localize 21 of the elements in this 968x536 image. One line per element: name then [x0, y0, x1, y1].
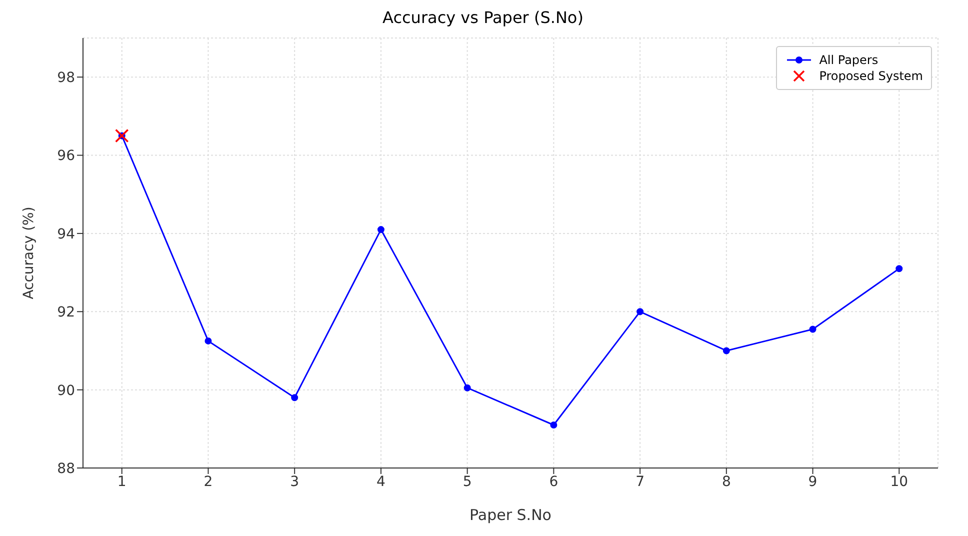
y-tick-label: 90 [57, 382, 75, 399]
legend-label: All Papers [819, 53, 878, 67]
x-tick-label: 3 [290, 474, 300, 490]
x-tick-label: 5 [462, 474, 472, 490]
x-tick-label: 7 [636, 474, 645, 490]
chart-title: Accuracy vs Paper (S.No) [382, 8, 584, 29]
y-tick-label: 88 [57, 460, 75, 477]
x-tick-label: 4 [376, 474, 386, 490]
x-tick-label: 8 [722, 474, 731, 490]
y-tick-label: 98 [57, 70, 75, 86]
x-tick-label: 9 [808, 474, 818, 490]
y-tick-label: 94 [57, 226, 76, 242]
y-axis-title: Accuracy (%) [20, 206, 37, 300]
x-tick-label: 10 [890, 474, 908, 490]
y-tick-label: 96 [57, 148, 76, 164]
legend-label: Proposed System [819, 69, 923, 83]
x-tick-label: 6 [549, 474, 558, 490]
x-tick-label: 2 [204, 474, 213, 490]
x-tick-label: 1 [117, 474, 126, 490]
y-tick-label: 92 [57, 304, 75, 321]
x-axis-title: Paper S.No [470, 506, 552, 524]
